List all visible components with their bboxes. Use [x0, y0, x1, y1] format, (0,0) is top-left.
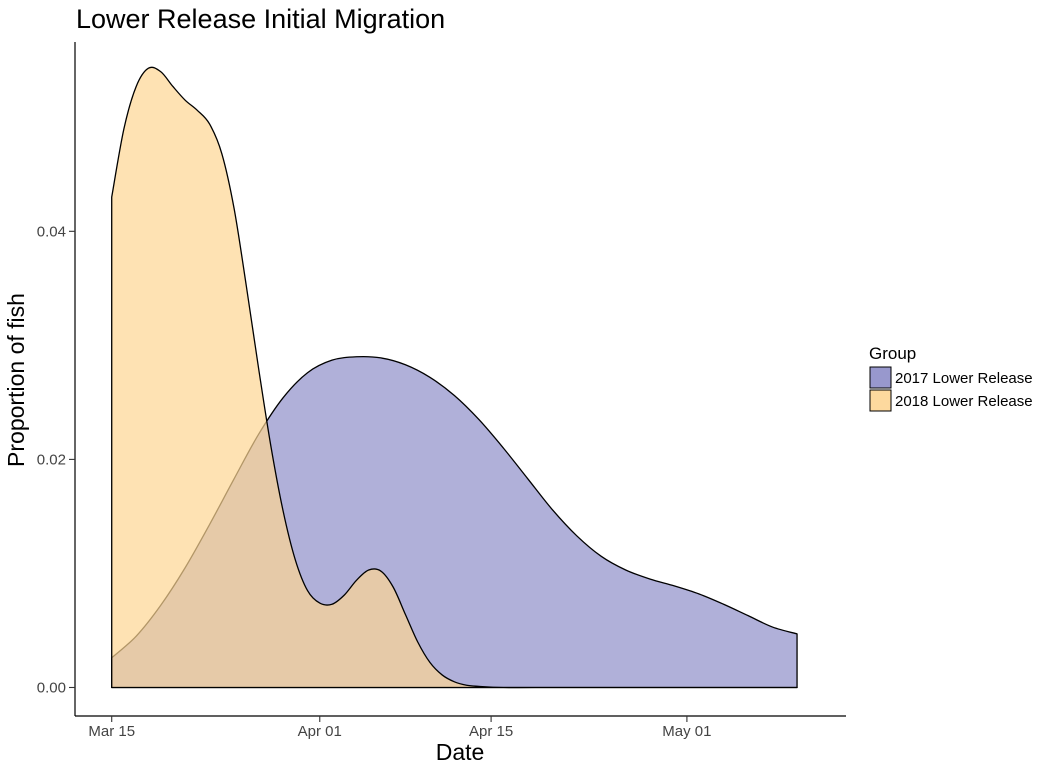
- legend-title: Group: [869, 344, 916, 363]
- legend-swatch-2017: [869, 366, 892, 389]
- legend: Group 2017 Lower Release 2018 Lower Rele…: [869, 344, 1033, 412]
- x-axis-title: Date: [436, 739, 485, 765]
- legend-label-2017: 2017 Lower Release: [895, 370, 1033, 387]
- x-tick-label: Apr 15: [469, 723, 513, 740]
- chart-title: Lower Release Initial Migration: [76, 4, 445, 34]
- density-area-2018: [111, 66, 798, 689]
- y-tick-label: 0.02: [37, 451, 66, 468]
- legend-label-2018: 2018 Lower Release: [895, 393, 1033, 410]
- x-tick-label: Mar 15: [88, 723, 135, 740]
- density-areas: [111, 66, 798, 689]
- y-tick-label: 0.04: [37, 223, 66, 240]
- x-tick-label: Apr 01: [298, 723, 342, 740]
- legend-swatch-2018: [869, 389, 892, 412]
- y-tick-label: 0.00: [37, 679, 66, 696]
- y-axis-ticks: 0.00 0.02 0.04: [37, 223, 75, 696]
- y-axis-title: Proportion of fish: [3, 293, 29, 467]
- x-tick-label: May 01: [662, 723, 711, 740]
- x-axis-ticks: Mar 15 Apr 01 Apr 15 May 01: [88, 716, 712, 740]
